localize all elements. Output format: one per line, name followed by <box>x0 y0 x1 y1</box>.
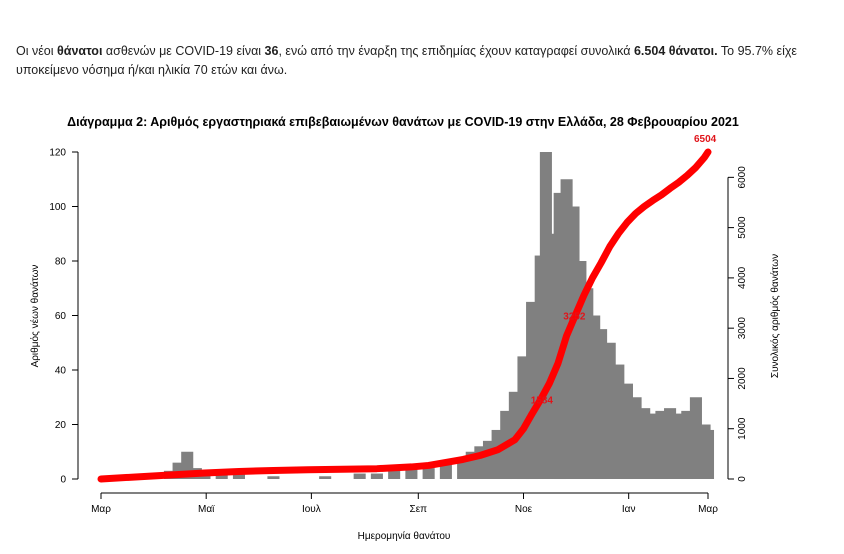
x-tick-label: Ιουλ <box>302 504 321 515</box>
intro-bold-deaths: θάνατοι <box>57 44 103 58</box>
y-axis-label: Αριθμός νέων θανάτων <box>29 265 41 368</box>
x-axis-label: Ημερομηνία θανάτου <box>358 530 451 542</box>
cumulative-line-group: 1584 3252 6504 <box>97 134 717 483</box>
bar <box>405 468 418 479</box>
bar <box>353 473 366 479</box>
y-tick-label: 40 <box>55 366 67 377</box>
y-tick-label: 20 <box>55 420 67 431</box>
bars-group <box>146 152 715 480</box>
line-annotation: 6504 <box>694 134 717 145</box>
line-annotation: 3252 <box>563 312 586 323</box>
axes-group: 0 20 40 60 80 100 120 0 1000 2000 3000 4000 5000 6000… <box>49 148 748 516</box>
x-tick-label: Μαρ <box>698 504 718 515</box>
y-tick-label: 60 <box>55 311 67 322</box>
intro-bold-total-deaths: 6.504 θάνατοι. <box>633 44 718 58</box>
bar <box>267 476 280 479</box>
bar <box>422 468 435 479</box>
bar <box>215 473 228 479</box>
intro-text-3: , ενώ από την έναρξη της επιδημίας έχουν… <box>278 44 634 58</box>
line-annotation: 1584 <box>531 395 554 406</box>
y-tick-label: 100 <box>49 202 66 213</box>
cumulative-line <box>97 148 712 483</box>
y-tick-label: 120 <box>49 148 66 159</box>
intro-text-2: ασθενών με COVID-19 είναι <box>102 44 265 58</box>
y2-axis-label: Συνολικός αριθμός θανάτων <box>769 254 781 378</box>
intro-bold-new-deaths: 36 <box>264 44 279 58</box>
y2-tick-label: 4000 <box>737 266 748 289</box>
intro-text-1: Οι νέοι <box>16 44 57 58</box>
x-tick-label: Ιαν <box>622 504 636 515</box>
y2-tick-label: 5000 <box>737 216 748 239</box>
x-tick-label: Νοε <box>515 504 533 515</box>
bar <box>701 429 715 479</box>
x-tick-label: Μαϊ <box>198 504 215 515</box>
chart-title: Διάγραμμα 2: Αριθμός εργαστηριακά επιβεβ… <box>67 115 739 129</box>
y2-tick-label: 2000 <box>737 367 748 390</box>
intro-text-4: Το 95.7% είχε υποκείμενο νόσημα ή/και ηλ… <box>16 44 797 77</box>
bar <box>232 473 245 479</box>
bar <box>388 470 401 479</box>
x-tick-label: Σεπ <box>410 504 428 515</box>
bar <box>370 473 383 479</box>
x-tick-label: Μαρ <box>91 504 111 515</box>
bar <box>439 462 452 479</box>
y2-tick-label: 6000 <box>737 166 748 189</box>
y-tick-label: 0 <box>60 475 66 486</box>
intro-paragraph: Οι νέοι θάνατοι ασθενών με COVID-19 είνα… <box>16 42 828 80</box>
y-tick-label: 80 <box>55 257 67 268</box>
y2-tick-label: 0 <box>737 476 748 482</box>
bar <box>319 476 332 479</box>
y2-tick-label: 3000 <box>737 317 748 340</box>
y2-tick-label: 1000 <box>737 417 748 440</box>
